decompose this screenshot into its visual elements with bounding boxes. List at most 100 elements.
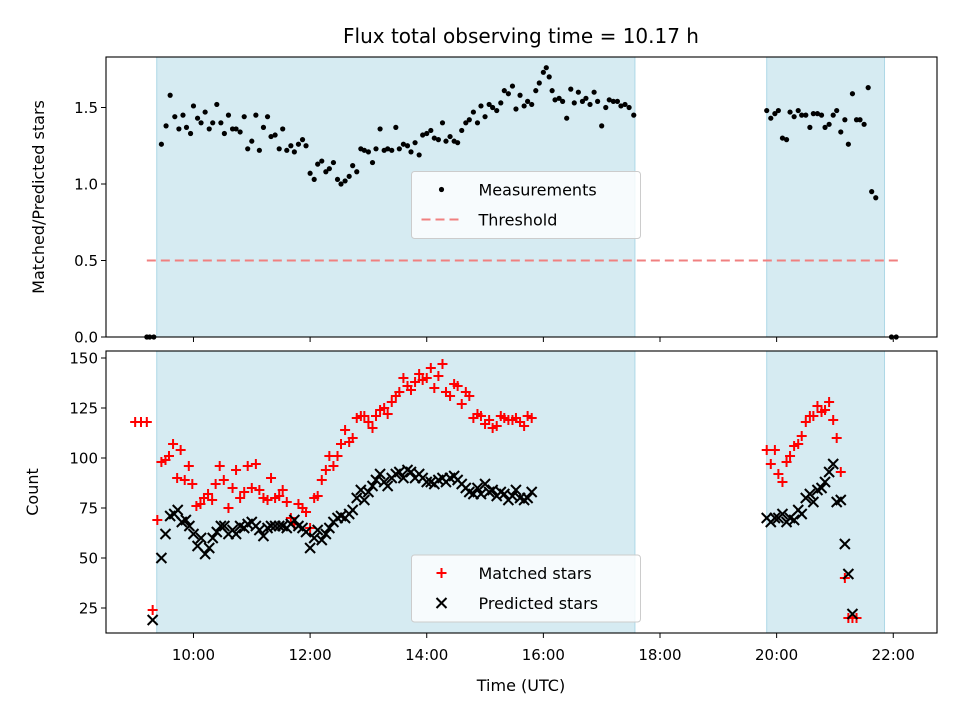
data-point bbox=[435, 137, 441, 143]
data-point bbox=[225, 112, 232, 118]
y-tick-label: 25 bbox=[79, 600, 98, 618]
data-point bbox=[233, 126, 239, 132]
data-point bbox=[769, 512, 781, 524]
data-point bbox=[835, 494, 847, 506]
data-point bbox=[338, 181, 344, 187]
data-point bbox=[194, 115, 201, 121]
data-point bbox=[410, 377, 421, 387]
data-point bbox=[428, 127, 434, 134]
data-point bbox=[214, 101, 220, 108]
data-point bbox=[180, 514, 192, 526]
data-point bbox=[316, 475, 327, 485]
data-point bbox=[253, 524, 266, 536]
data-point bbox=[543, 65, 549, 71]
data-point bbox=[190, 103, 197, 109]
data-point bbox=[362, 486, 375, 498]
data-point bbox=[379, 403, 390, 413]
data-point bbox=[835, 467, 846, 477]
data-point bbox=[146, 614, 159, 626]
data-point bbox=[330, 159, 337, 166]
data-point bbox=[788, 514, 800, 526]
plot-frame bbox=[105, 56, 938, 338]
data-point bbox=[172, 473, 183, 483]
legend-label: Threshold bbox=[478, 211, 558, 230]
data-point bbox=[552, 97, 558, 103]
data-point bbox=[842, 117, 848, 123]
data-point bbox=[560, 98, 566, 104]
legend: Measurements Threshold bbox=[411, 171, 641, 239]
data-point bbox=[195, 499, 206, 509]
data-point bbox=[452, 381, 463, 391]
data-point bbox=[288, 143, 294, 149]
data-point bbox=[823, 466, 835, 478]
data-point bbox=[311, 176, 317, 183]
data-point bbox=[579, 98, 586, 104]
data-point bbox=[828, 415, 839, 425]
data-point bbox=[491, 421, 502, 431]
data-point bbox=[187, 479, 198, 489]
data-point bbox=[785, 451, 796, 461]
data-point bbox=[249, 138, 255, 144]
data-point bbox=[546, 74, 552, 80]
data-point bbox=[323, 169, 329, 175]
data-point bbox=[845, 141, 851, 147]
data-point bbox=[386, 397, 397, 407]
data-point bbox=[361, 147, 367, 153]
data-point bbox=[175, 445, 186, 455]
data-point bbox=[429, 383, 440, 393]
data-point bbox=[486, 101, 492, 108]
data-point bbox=[276, 146, 282, 152]
data-point bbox=[773, 469, 784, 479]
data-point bbox=[405, 466, 417, 478]
data-point bbox=[179, 475, 190, 485]
data-point bbox=[272, 132, 278, 138]
data-point bbox=[340, 425, 351, 435]
data-point bbox=[262, 495, 273, 505]
data-point bbox=[214, 461, 225, 471]
data-point bbox=[253, 112, 259, 118]
data-point bbox=[583, 95, 589, 101]
data-point bbox=[393, 466, 406, 478]
data-point bbox=[475, 411, 486, 421]
data-point bbox=[599, 123, 605, 129]
data-point bbox=[346, 173, 352, 179]
data-point bbox=[795, 107, 801, 114]
data-point bbox=[765, 459, 776, 469]
data-point bbox=[822, 124, 828, 130]
data-point bbox=[319, 158, 325, 164]
data-point bbox=[366, 480, 379, 492]
data-point bbox=[540, 69, 546, 75]
data-point bbox=[365, 149, 372, 155]
data-point bbox=[303, 143, 309, 149]
data-point bbox=[396, 146, 402, 152]
data-point bbox=[206, 126, 212, 132]
data-point bbox=[498, 100, 504, 106]
x-tick-label: 20:00 bbox=[755, 646, 798, 664]
data-point bbox=[478, 103, 484, 109]
data-point bbox=[295, 141, 302, 147]
data-point bbox=[256, 147, 262, 153]
data-point bbox=[820, 405, 831, 415]
data-point bbox=[857, 117, 863, 123]
y-tick-label: 1.5 bbox=[74, 99, 98, 117]
data-point bbox=[445, 391, 456, 401]
data-point bbox=[385, 146, 391, 152]
data-point bbox=[412, 140, 418, 146]
observing-window bbox=[766, 56, 886, 338]
data-point bbox=[408, 149, 414, 155]
data-point bbox=[431, 135, 437, 141]
x-tick-label: 16:00 bbox=[522, 646, 565, 664]
data-point bbox=[564, 115, 570, 121]
legend-dot-swatch bbox=[438, 186, 445, 193]
data-point bbox=[510, 484, 522, 496]
data-point bbox=[326, 166, 332, 172]
data-point bbox=[521, 103, 527, 109]
legend-label: Measurements bbox=[479, 181, 597, 200]
data-point bbox=[203, 542, 215, 554]
data-point bbox=[420, 132, 426, 138]
data-point bbox=[494, 107, 500, 114]
data-point bbox=[808, 411, 819, 421]
data-point bbox=[316, 534, 328, 546]
panel-counts: 25 50 75 100 125 150 10:00 12:00 14:00 16:00 18:00… bbox=[23, 350, 938, 664]
data-point bbox=[285, 513, 296, 523]
